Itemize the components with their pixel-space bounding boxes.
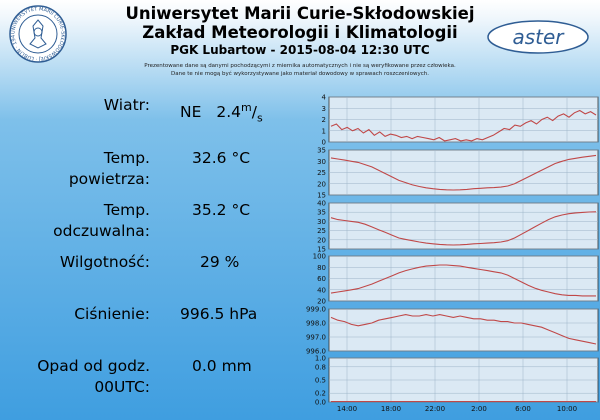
feels_temp-ytick-label: 15	[317, 246, 326, 254]
pressure-value: 996.5 hPa	[180, 305, 258, 323]
x-tick-label: 10:00	[557, 405, 577, 413]
x-tick-label: 18:00	[381, 405, 401, 413]
feels_temp-plot-area	[328, 202, 599, 250]
feels-temp-label-line2: odczuwalna:	[53, 222, 150, 240]
wind-ytick-label: 0	[322, 139, 326, 147]
wind-speed: 2.4	[216, 103, 241, 122]
wind-unit-den: s	[256, 111, 263, 125]
pressure-series-line	[330, 314, 597, 345]
pressure-ytick-label: 998.0	[306, 320, 326, 328]
pressure-label: Ciśnienie:	[74, 305, 150, 323]
feels-temp-label: Temp. odczuwalna:	[30, 200, 150, 242]
disclaimer-line-1: Prezentowane dane są danymi pochodzącymi…	[144, 63, 456, 69]
air_temp-ytick-label: 15	[317, 192, 326, 200]
precip-ytick-label: 0.0	[315, 399, 326, 407]
pressure-ytick-label: 996.0	[306, 348, 326, 356]
x-tick-label: 6:00	[515, 405, 531, 413]
air_temp-ytick-label: 20	[317, 180, 326, 188]
feels_temp-ytick-label: 25	[317, 227, 326, 235]
air_temp-ytick-label: 35	[317, 147, 326, 155]
humidity-ytick-label: 80	[317, 264, 326, 272]
precip-label-line1: Opad od godz.	[37, 357, 150, 375]
air_temp-ytick-label: 25	[317, 169, 326, 177]
x-tick-label: 2:00	[471, 405, 487, 413]
wind-series-line	[330, 109, 597, 142]
humidity-ytick-label: 100	[313, 253, 326, 261]
wind-ytick-label: 2	[322, 116, 326, 124]
feels_temp-ytick-label: 30	[317, 218, 326, 226]
pressure-plot-area	[328, 308, 599, 352]
pressure-ytick-label: 997.0	[306, 334, 326, 342]
university-title: Uniwersytet Marii Curie-Skłodowskiej	[125, 4, 475, 23]
station-timestamp: PGK Lubartow - 2015-08-04 12:30 UTC	[170, 43, 430, 57]
wind-label: Wiatr:	[103, 96, 150, 114]
precip-ytick-label: 0.2	[315, 390, 326, 398]
humidity-ytick-label: 40	[317, 286, 326, 294]
department-title: Zakład Meteorologii i Klimatologii	[142, 23, 458, 42]
precip-ytick-label: 1.0	[315, 355, 326, 363]
feels_temp-ytick-label: 35	[317, 209, 326, 217]
feels_temp-ytick-label: 40	[317, 200, 326, 208]
air_temp-series-line	[330, 154, 597, 191]
precip-ytick-label: 0.5	[315, 377, 326, 385]
humidity-series-line	[330, 264, 596, 297]
aster-brand-text: aster	[512, 25, 565, 49]
humidity-ytick-label: 60	[317, 275, 326, 283]
humidity-value: 29 %	[200, 253, 240, 271]
air_temp-ytick-label: 30	[317, 158, 326, 166]
aster-logo: aster	[487, 20, 589, 54]
feels-temp-value: 35.2 °C	[192, 201, 251, 219]
precip-value: 0.0 mm	[192, 357, 252, 375]
wind-ytick-label: 1	[322, 127, 326, 135]
wind-ytick-label: 3	[322, 105, 326, 113]
wind-unit-num: m	[240, 101, 252, 114]
pressure-ytick-label: 999.0	[306, 306, 326, 314]
air-temp-label-line2: powietrza:	[68, 170, 150, 188]
x-tick-label: 14:00	[337, 405, 357, 413]
wind-direction: NE	[180, 103, 202, 122]
air-temp-label-line1: Temp.	[103, 149, 150, 167]
precip-label-line2: 00UTC:	[94, 378, 150, 396]
umcs-seal-logo: UNIWERSYTET MARII CURIE-SKŁODOWSKIEJ · L…	[8, 4, 67, 63]
feels_temp-series-line	[330, 211, 597, 246]
disclaimer-line-2: Dane te nie mogą być wykorzystywane jako…	[171, 71, 429, 77]
feels-temp-label-line1: Temp.	[103, 201, 150, 219]
wind-value: NE 2.4m/s	[180, 101, 263, 125]
feels_temp-ytick-label: 20	[317, 236, 326, 244]
precip-ytick-label: 0.8	[315, 363, 326, 371]
charts-panel: 0123415202530351520253035402040608010099…	[306, 94, 599, 413]
air-temp-value: 32.6 °C	[192, 149, 251, 167]
wind-ytick-label: 4	[322, 94, 327, 102]
humidity-ytick-label: 20	[317, 298, 326, 306]
humidity-label: Wilgotność:	[59, 253, 150, 271]
precip-label: Opad od godz. 00UTC:	[10, 356, 150, 398]
x-tick-label: 22:00	[425, 405, 445, 413]
air-temp-label: Temp. powietrza:	[40, 148, 150, 190]
